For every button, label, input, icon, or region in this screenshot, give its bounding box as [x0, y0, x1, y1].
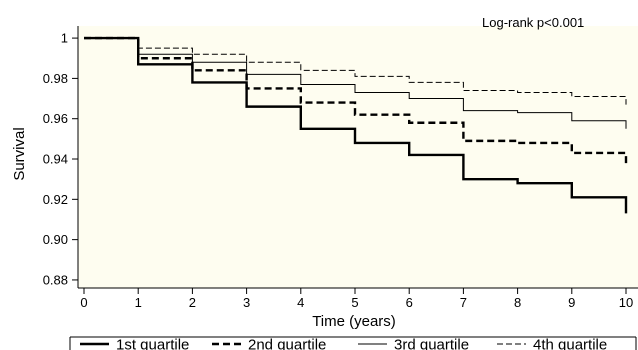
x-tick-label: 1	[135, 295, 142, 310]
y-tick-label: 0.92	[43, 192, 68, 207]
x-axis-ticks: 0 1 2 3 4 5 6 7 8 9 10	[80, 288, 633, 310]
legend: 1st quartile 2nd quartile 3rd quartile 4th …	[69, 336, 637, 350]
x-tick-label: 10	[619, 295, 633, 310]
legend-label-3: 3rd quartile	[394, 337, 469, 350]
series-line-1	[84, 36, 628, 214]
y-tick-label: 1	[61, 31, 68, 46]
x-tick-label: 9	[568, 295, 575, 310]
legend-label-1: 1st quartile	[116, 337, 189, 350]
x-tick-label: 7	[460, 295, 467, 310]
y-tick-label: 0.98	[43, 71, 68, 86]
x-tick-label: 2	[189, 295, 196, 310]
y-tick-label: 0.96	[43, 111, 68, 126]
plot-area-background	[78, 26, 638, 288]
x-tick-label: 8	[514, 295, 521, 310]
series-line-3	[84, 37, 627, 129]
x-tick-label: 4	[297, 295, 304, 310]
x-tick-label: 3	[243, 295, 250, 310]
log-rank-annotation: Log-rank p<0.001	[482, 15, 584, 30]
y-tick-label: 0.94	[43, 152, 68, 167]
y-tick-label: 0.88	[43, 272, 68, 287]
y-tick-label: 0.90	[43, 232, 68, 247]
legend-label-4: 4th quartile	[533, 337, 607, 350]
legend-label-2: 2nd quartile	[248, 337, 326, 350]
x-tick-label: 0	[80, 295, 87, 310]
y-axis-title: Survival	[11, 127, 28, 180]
y-axis-ticks: 0.88 0.90 0.92 0.94 0.96 0.98 1	[43, 31, 78, 287]
survival-curves	[84, 36, 628, 214]
x-axis-title: Time (years)	[312, 313, 396, 330]
x-tick-label: 6	[406, 295, 413, 310]
series-line-4	[84, 37, 627, 105]
x-tick-label: 5	[351, 295, 358, 310]
